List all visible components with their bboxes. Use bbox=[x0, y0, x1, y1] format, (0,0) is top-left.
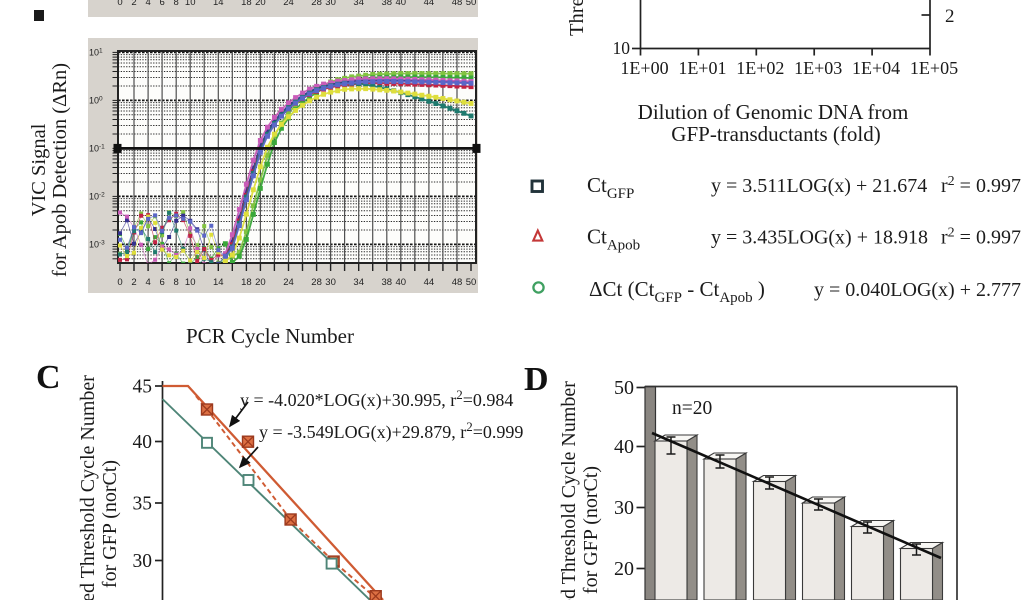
svg-text:y = 0.040LOG(x) + 2.777: y = 0.040LOG(x) + 2.777 bbox=[814, 279, 1021, 301]
svg-text:PCR Cycle Number: PCR Cycle Number bbox=[186, 324, 354, 348]
svg-text:40: 40 bbox=[396, 0, 407, 8]
svg-text:8: 8 bbox=[174, 0, 179, 8]
svg-text:2: 2 bbox=[945, 6, 955, 27]
svg-text:40: 40 bbox=[133, 432, 153, 453]
svg-text:Dilution of Genomic DNA from: Dilution of Genomic DNA from bbox=[638, 100, 909, 124]
svg-text:CtGFP: CtGFP bbox=[587, 173, 634, 202]
svg-text:30: 30 bbox=[614, 497, 634, 519]
svg-text:30: 30 bbox=[325, 0, 336, 8]
svg-text:n=20: n=20 bbox=[672, 398, 712, 419]
svg-text:2: 2 bbox=[131, 0, 136, 8]
svg-text:28: 28 bbox=[311, 277, 322, 288]
svg-text:8: 8 bbox=[174, 277, 179, 288]
svg-text:for GFP (norCt): for GFP (norCt) bbox=[99, 460, 121, 588]
svg-text:for Apob Detection (ΔRn): for Apob Detection (ΔRn) bbox=[49, 63, 71, 277]
svg-text:30: 30 bbox=[133, 551, 153, 572]
svg-text:14: 14 bbox=[213, 277, 224, 288]
svg-text:10: 10 bbox=[185, 0, 196, 8]
svg-text:44: 44 bbox=[424, 0, 435, 8]
svg-text:0: 0 bbox=[117, 277, 122, 288]
svg-text:y = 3.435LOG(x) + 18.918: y = 3.435LOG(x) + 18.918 bbox=[711, 227, 928, 249]
svg-text:30: 30 bbox=[325, 277, 336, 288]
svg-text:4: 4 bbox=[145, 277, 150, 288]
svg-text:10-1: 10-1 bbox=[89, 143, 105, 153]
svg-text:r2 = 0.997: r2 = 0.997 bbox=[941, 174, 1021, 197]
svg-text:1E+04: 1E+04 bbox=[852, 58, 900, 78]
svg-text:14: 14 bbox=[213, 0, 224, 8]
svg-text:VIC Signal: VIC Signal bbox=[28, 123, 50, 216]
svg-text:48: 48 bbox=[452, 277, 463, 288]
svg-text:normalized Threshold Cycle Num: normalized Threshold Cycle Number bbox=[77, 375, 99, 600]
svg-text:18: 18 bbox=[241, 277, 252, 288]
svg-text:40: 40 bbox=[614, 436, 634, 458]
svg-text:35: 35 bbox=[133, 494, 153, 515]
svg-text:1E+00: 1E+00 bbox=[620, 58, 668, 78]
svg-text:0: 0 bbox=[117, 0, 122, 8]
svg-text:for GFP (norCt): for GFP (norCt) bbox=[580, 466, 602, 594]
svg-text:34: 34 bbox=[353, 0, 364, 8]
svg-text:2: 2 bbox=[131, 277, 136, 288]
svg-text:45: 45 bbox=[133, 377, 153, 398]
svg-text:1E+02: 1E+02 bbox=[736, 58, 784, 78]
svg-text:10: 10 bbox=[185, 277, 196, 288]
svg-text:normalized Threshold Cycle Num: normalized Threshold Cycle Number bbox=[558, 381, 580, 600]
svg-text:6: 6 bbox=[159, 277, 164, 288]
svg-text:r2 = 0.997: r2 = 0.997 bbox=[941, 226, 1021, 249]
svg-text:20: 20 bbox=[255, 277, 266, 288]
svg-text:18: 18 bbox=[241, 0, 252, 8]
svg-text:1E+03: 1E+03 bbox=[794, 58, 842, 78]
svg-text:10-3: 10-3 bbox=[89, 239, 105, 249]
svg-text:6: 6 bbox=[159, 0, 164, 8]
svg-text:34: 34 bbox=[353, 277, 364, 288]
svg-text:CtApob: CtApob bbox=[587, 225, 640, 254]
svg-text:ΔCt (CtGFP - CtApob ): ΔCt (CtGFP - CtApob ) bbox=[589, 277, 765, 306]
svg-text:24: 24 bbox=[283, 277, 294, 288]
svg-text:101: 101 bbox=[89, 47, 103, 57]
svg-text:1E+01: 1E+01 bbox=[678, 58, 726, 78]
svg-text:44: 44 bbox=[424, 277, 435, 288]
svg-text:y = -4.020*LOG(x)+30.995, r2=0: y = -4.020*LOG(x)+30.995, r2=0.984 bbox=[240, 387, 513, 411]
svg-text:50: 50 bbox=[466, 277, 477, 288]
svg-text:1E+05: 1E+05 bbox=[910, 58, 958, 78]
svg-text:GFP-transductants (fold): GFP-transductants (fold) bbox=[671, 122, 880, 146]
svg-text:10: 10 bbox=[613, 38, 631, 58]
svg-text:4: 4 bbox=[145, 0, 150, 8]
svg-text:Threshold: Threshold bbox=[566, 0, 588, 36]
svg-text:38: 38 bbox=[382, 277, 393, 288]
svg-text:20: 20 bbox=[614, 558, 634, 580]
svg-text:38: 38 bbox=[382, 0, 393, 8]
svg-text:40: 40 bbox=[396, 277, 407, 288]
svg-text:20: 20 bbox=[255, 0, 266, 8]
svg-text:28: 28 bbox=[311, 0, 322, 8]
svg-text:48: 48 bbox=[452, 0, 463, 8]
svg-text:D: D bbox=[524, 361, 549, 398]
svg-text:100: 100 bbox=[89, 95, 103, 105]
svg-text:C: C bbox=[36, 359, 61, 396]
svg-text:y = -3.549LOG(x)+29.879, r2=0.: y = -3.549LOG(x)+29.879, r2=0.999 bbox=[259, 419, 523, 443]
svg-text:50: 50 bbox=[466, 0, 477, 8]
svg-text:y = 3.511LOG(x) + 21.674: y = 3.511LOG(x) + 21.674 bbox=[711, 175, 927, 197]
svg-text:10-2: 10-2 bbox=[89, 191, 105, 201]
svg-text:50: 50 bbox=[614, 377, 634, 399]
svg-text:24: 24 bbox=[283, 0, 294, 8]
